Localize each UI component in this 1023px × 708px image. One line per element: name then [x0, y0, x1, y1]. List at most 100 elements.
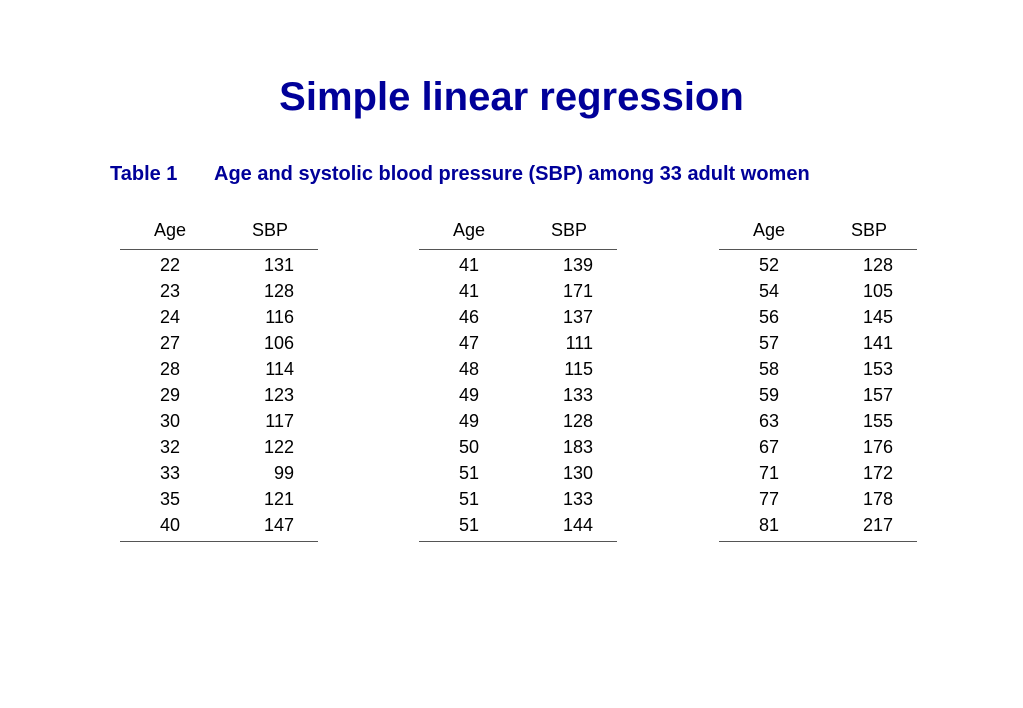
- sbp-cell: 144: [562, 515, 593, 535]
- age-cell: 52: [758, 255, 780, 275]
- table-panel-2: Age SBP 41 139 41 171 46 137 47 111 48 115 49 133 49…: [419, 213, 617, 542]
- age-cell: 46: [458, 307, 480, 327]
- table-row: 35 121: [120, 486, 318, 512]
- sbp-cell: 133: [562, 489, 593, 509]
- age-cell: 51: [458, 489, 480, 509]
- table-header: Age SBP: [719, 213, 917, 250]
- age-cell: 59: [758, 385, 780, 405]
- age-cell: 81: [758, 515, 780, 535]
- sbp-cell: 172: [862, 463, 893, 483]
- column-header-age: Age: [752, 220, 786, 240]
- sbp-cell: 121: [263, 489, 294, 509]
- table-row: 51 130: [419, 460, 617, 486]
- age-cell: 50: [458, 437, 480, 457]
- table-row: 23 128: [120, 278, 318, 304]
- table-number: Table 1: [110, 163, 178, 185]
- age-cell: 51: [458, 463, 480, 483]
- table-row: 29 123: [120, 382, 318, 408]
- column-header-sbp: SBP: [251, 220, 289, 240]
- sbp-cell: 99: [273, 463, 294, 483]
- age-cell: 67: [758, 437, 780, 457]
- table-row: 59 157: [719, 382, 917, 408]
- table-row: 81 217: [719, 512, 917, 538]
- sbp-cell: 114: [265, 359, 294, 379]
- age-cell: 71: [758, 463, 780, 483]
- table-row: 46 137: [419, 304, 617, 330]
- sbp-cell: 128: [562, 411, 593, 431]
- age-cell: 40: [159, 515, 181, 535]
- table-row: 63 155: [719, 408, 917, 434]
- table-header: Age SBP: [120, 213, 318, 250]
- sbp-cell: 178: [862, 489, 893, 509]
- age-cell: 48: [458, 359, 480, 379]
- age-cell: 49: [458, 411, 480, 431]
- sbp-cell: 133: [562, 385, 593, 405]
- sbp-cell: 141: [862, 333, 893, 353]
- sbp-cell: 117: [265, 411, 294, 431]
- table-caption: Table 1 Age and systolic blood pressure (…: [110, 161, 930, 187]
- age-cell: 24: [159, 307, 181, 327]
- table-row: 49 133: [419, 382, 617, 408]
- column-header-age: Age: [153, 220, 187, 240]
- age-cell: 22: [159, 255, 181, 275]
- table-row: 57 141: [719, 330, 917, 356]
- table-row: 33 99: [120, 460, 318, 486]
- table-body: 41 139 41 171 46 137 47 111 48 115 49 133 49 128 50 183…: [419, 250, 617, 542]
- table-header: Age SBP: [419, 213, 617, 250]
- table-row: 54 105: [719, 278, 917, 304]
- age-cell: 28: [159, 359, 181, 379]
- table-body: 22 131 23 128 24 116 27 106 28 114 29 123 30 117 32 122…: [120, 250, 318, 542]
- column-header-sbp: SBP: [550, 220, 588, 240]
- table-row: 28 114: [120, 356, 318, 382]
- sbp-cell: 105: [862, 281, 893, 301]
- table-row: 41 171: [419, 278, 617, 304]
- table-row: 41 139: [419, 252, 617, 278]
- table-caption-text: Age and systolic blood pressure (SBP) am…: [214, 163, 810, 185]
- sbp-cell: 183: [562, 437, 593, 457]
- sbp-cell: 116: [265, 307, 294, 327]
- sbp-cell: 123: [263, 385, 294, 405]
- table-row: 71 172: [719, 460, 917, 486]
- sbp-cell: 130: [562, 463, 593, 483]
- age-cell: 32: [159, 437, 181, 457]
- age-cell: 27: [159, 333, 181, 353]
- sbp-cell: 139: [562, 255, 593, 275]
- age-cell: 54: [758, 281, 780, 301]
- table-row: 67 176: [719, 434, 917, 460]
- table-panel-1: Age SBP 22 131 23 128 24 116 27 106 28 114 29 123 30…: [120, 213, 318, 542]
- table-row: 58 153: [719, 356, 917, 382]
- sbp-cell: 217: [862, 515, 893, 535]
- age-cell: 29: [159, 385, 181, 405]
- table-row: 48 115: [419, 356, 617, 382]
- sbp-cell: 111: [565, 333, 593, 353]
- age-cell: 58: [758, 359, 780, 379]
- sbp-cell: 155: [862, 411, 893, 431]
- table-row: 30 117: [120, 408, 318, 434]
- age-cell: 51: [458, 515, 480, 535]
- age-cell: 33: [159, 463, 181, 483]
- table-row: 51 144: [419, 512, 617, 538]
- table-panel-3: Age SBP 52 128 54 105 56 145 57 141 58 153 59 157 63…: [719, 213, 917, 542]
- age-cell: 47: [458, 333, 480, 353]
- table-row: 32 122: [120, 434, 318, 460]
- age-cell: 35: [159, 489, 181, 509]
- table-row: 56 145: [719, 304, 917, 330]
- age-cell: 41: [458, 281, 480, 301]
- table-row: 47 111: [419, 330, 617, 356]
- table-row: 50 183: [419, 434, 617, 460]
- table-row: 52 128: [719, 252, 917, 278]
- sbp-cell: 176: [862, 437, 893, 457]
- age-cell: 57: [758, 333, 780, 353]
- sbp-cell: 106: [263, 333, 294, 353]
- age-cell: 63: [758, 411, 780, 431]
- sbp-cell: 128: [862, 255, 893, 275]
- age-cell: 23: [159, 281, 181, 301]
- table-row: 51 133: [419, 486, 617, 512]
- table-row: 24 116: [120, 304, 318, 330]
- sbp-cell: 147: [263, 515, 294, 535]
- age-cell: 41: [458, 255, 480, 275]
- table-row: 27 106: [120, 330, 318, 356]
- table-row: 40 147: [120, 512, 318, 538]
- sbp-cell: 145: [862, 307, 893, 327]
- slide-title: Simple linear regression: [279, 75, 744, 119]
